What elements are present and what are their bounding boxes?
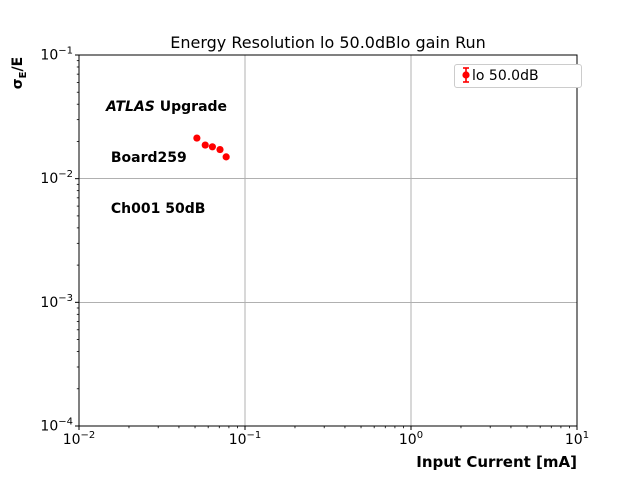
legend-entry-label: lo 50.0dB: [472, 68, 539, 84]
data-point: [222, 153, 230, 161]
annotation-line-2: Board259: [106, 150, 187, 166]
data-point: [216, 145, 224, 154]
x-axis-label: Input Current [mA]: [416, 453, 577, 471]
annotation-line-1: ATLAS Upgrade: [106, 99, 227, 116]
data-point: [208, 143, 216, 151]
legend-point-marker: [462, 71, 470, 79]
y-tick-label: 10−2: [40, 169, 73, 187]
axes-spines: [78, 54, 578, 427]
annotation-block: ATLAS Upgrade Board259 Ch001 50dB: [106, 65, 227, 252]
x-tick-label: 101: [565, 430, 589, 448]
annotation-experiment: ATLAS: [106, 99, 155, 115]
data-point: [193, 134, 201, 142]
data-point: [201, 141, 209, 149]
legend-box: lo 50.0dB: [454, 64, 582, 88]
annotation-upgrade: Upgrade: [154, 99, 228, 115]
ylabel-subscript: E: [17, 71, 29, 79]
errorbar-marker-icon: [462, 67, 470, 83]
ylabel-rest: /E: [10, 56, 26, 72]
y-tick-label: 10−4: [40, 417, 73, 435]
x-tick-label: 10−2: [63, 430, 96, 448]
annotation-line-3: Ch001 50dB: [106, 201, 206, 217]
x-tick-label: 100: [399, 430, 423, 448]
y-tick-label: 10−3: [40, 293, 73, 311]
y-tick-label: 10−1: [40, 46, 73, 64]
y-axis-label: σE/E: [10, 47, 29, 99]
ylabel-sigma: σ: [10, 78, 26, 90]
chart-title: Energy Resolution lo 50.0dBlo gain Run: [170, 33, 486, 52]
x-tick-label: 10−1: [229, 430, 262, 448]
